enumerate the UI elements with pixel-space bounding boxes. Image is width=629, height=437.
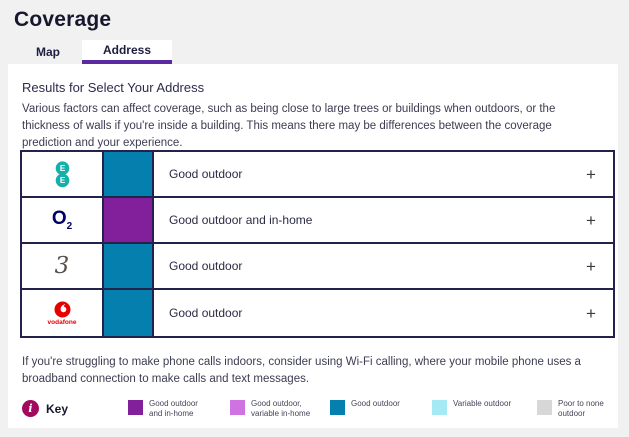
o2-expand-button[interactable]: +	[586, 210, 596, 230]
legend-label: Good outdoor	[351, 399, 400, 408]
vodafone-coverage-status: Good outdoor	[169, 306, 243, 320]
three-coverage-status: Good outdoor	[169, 259, 243, 273]
provider-row-vodafone[interactable]: vodafone Good outdoor +	[22, 290, 613, 336]
vodafone-expand-button[interactable]: +	[586, 303, 596, 323]
vodafone-coverage-band	[104, 290, 154, 336]
coverage-table: E E Good outdoor + O2 Good outdoor and i…	[20, 150, 615, 338]
legend-swatch	[128, 400, 143, 415]
results-panel: Results for Select Your Address Various …	[8, 64, 618, 428]
svg-text:E: E	[59, 176, 65, 185]
legend-label: Variable outdoor	[453, 399, 512, 408]
o2-logo-icon: O2	[51, 207, 73, 232]
o2-coverage-status: Good outdoor and in-home	[169, 213, 313, 227]
vodafone-wordmark: vodafone	[47, 318, 77, 326]
coverage-tabs: Map Address	[14, 40, 172, 64]
legend-swatch	[330, 400, 345, 415]
vodafone-logo-cell: vodafone	[22, 290, 104, 336]
legend-item-good-outdoor-variable-in-home: Good outdoor, variable in-home	[230, 399, 313, 418]
three-logo-icon: 3	[54, 252, 70, 279]
vodafone-logo-icon	[54, 301, 70, 317]
legend-item-poor-to-none-outdoor: Poor to none outdoor	[537, 399, 620, 418]
results-heading: Results for Select Your Address	[22, 80, 205, 95]
coverage-key: i Key Good outdoor and in-home Good outd…	[8, 397, 618, 427]
three-coverage-band	[104, 244, 154, 288]
ee-logo-icon: E E	[55, 160, 69, 187]
legend-item-variable-outdoor: Variable outdoor	[432, 399, 515, 415]
coverage-intro-text: Various factors can affect coverage, suc…	[22, 103, 556, 149]
legend-label: Good outdoor and in-home	[149, 399, 198, 418]
info-icon: i	[22, 400, 39, 417]
tab-address[interactable]: Address	[82, 40, 172, 64]
svg-text:E: E	[59, 164, 65, 173]
three-expand-button[interactable]: +	[586, 256, 596, 276]
legend-label: Poor to none outdoor	[558, 399, 604, 418]
ee-logo-cell: E E	[22, 152, 104, 196]
provider-row-o2[interactable]: O2 Good outdoor and in-home +	[22, 198, 613, 244]
legend-item-good-outdoor: Good outdoor	[330, 399, 413, 415]
ee-expand-button[interactable]: +	[586, 164, 596, 184]
legend-item-good-outdoor-in-home: Good outdoor and in-home	[128, 399, 211, 418]
provider-row-ee[interactable]: E E Good outdoor +	[22, 152, 613, 198]
provider-row-three[interactable]: 3 Good outdoor +	[22, 244, 613, 290]
o2-coverage-band	[104, 198, 154, 242]
legend-swatch	[537, 400, 552, 415]
three-logo-cell: 3	[22, 244, 104, 288]
page-title: Coverage	[14, 8, 112, 31]
legend-label: Good outdoor, variable in-home	[251, 399, 311, 418]
tab-map[interactable]: Map	[36, 45, 60, 59]
wifi-calling-note: If you're struggling to make phone calls…	[22, 356, 581, 385]
ee-plus-cell: +	[569, 152, 613, 196]
key-label: Key	[46, 402, 69, 416]
ee-coverage-band	[104, 152, 154, 196]
legend-swatch	[432, 400, 447, 415]
ee-coverage-status: Good outdoor	[169, 167, 243, 181]
o2-logo-cell: O2	[22, 198, 104, 242]
o2-plus-cell: +	[569, 198, 613, 242]
legend-swatch	[230, 400, 245, 415]
three-plus-cell: +	[569, 244, 613, 288]
vodafone-plus-cell: +	[569, 290, 613, 336]
